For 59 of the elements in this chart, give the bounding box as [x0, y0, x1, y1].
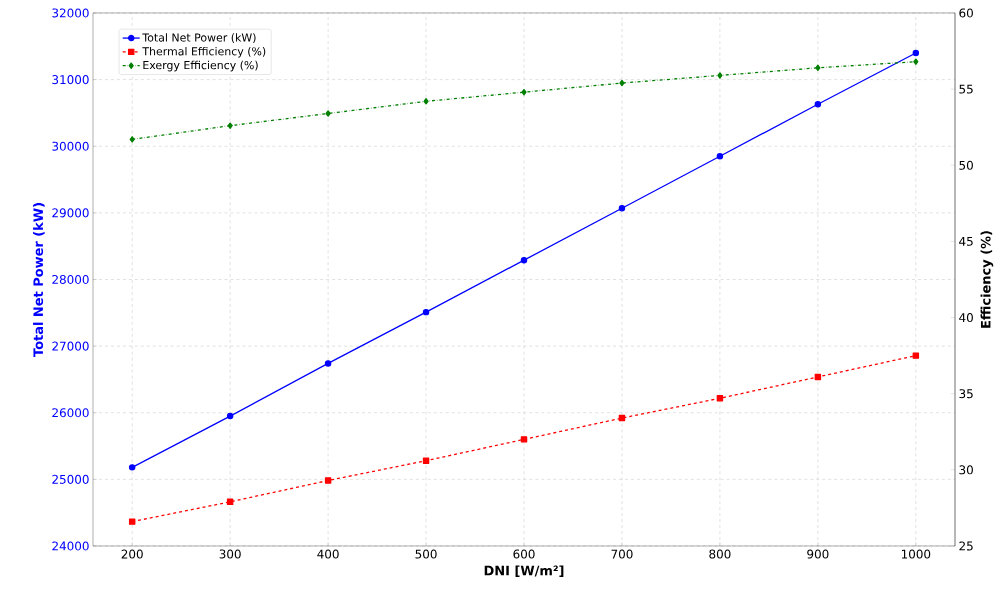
y-tick-label: 27000: [52, 341, 89, 351]
x-tick-label: 200: [121, 549, 143, 559]
x-tick-label: 500: [415, 549, 437, 559]
y2-tick-label: 30: [959, 465, 973, 475]
point: [912, 352, 920, 359]
y-tick-label: 25000: [52, 474, 89, 484]
y-tick-label: 30000: [52, 141, 89, 151]
point: [716, 152, 724, 160]
y-tick-label: 29000: [52, 208, 89, 218]
y2-tick-label: 60: [959, 8, 973, 18]
y-tick-label: 24000: [52, 541, 89, 551]
point: [226, 498, 234, 506]
x-tick-label: 400: [317, 549, 339, 559]
point: [618, 414, 626, 422]
y2-tick-label: 25: [959, 541, 973, 551]
point: [913, 58, 919, 65]
point: [716, 395, 724, 402]
y2-axis-title: Efficiency (%): [980, 231, 994, 328]
point: [128, 464, 136, 471]
point: [129, 136, 135, 143]
y-tick-label: 32000: [52, 8, 89, 18]
point: [422, 457, 430, 464]
point: [325, 110, 331, 117]
x-tick-label: 1000: [901, 549, 931, 559]
x-tick-label: 600: [513, 549, 535, 559]
y-tick-label: 28000: [52, 274, 89, 285]
y2-tick-label: 35: [959, 389, 973, 399]
point: [815, 64, 821, 72]
point: [912, 49, 920, 57]
legend-label: Thermal Efficiency (%): [142, 46, 266, 58]
y2-tick-label: 55: [959, 84, 973, 94]
x-axis-title: DNI [W/m²]: [484, 565, 564, 577]
point: [717, 72, 723, 79]
x-tick-label: 800: [709, 549, 731, 559]
point: [520, 256, 528, 264]
point: [324, 477, 332, 484]
x-tick-label: 700: [611, 549, 633, 559]
y-tick-label: 31000: [52, 75, 89, 85]
y-axis-title: Total Net Power (kW): [33, 203, 45, 357]
point: [814, 373, 822, 381]
point: [227, 122, 233, 129]
y2-tick-label: 50: [959, 160, 973, 170]
legend-label: Total Net Power (kW): [142, 33, 256, 43]
point: [619, 79, 625, 87]
point: [226, 412, 234, 420]
point: [618, 204, 626, 212]
point: [520, 436, 528, 443]
y2-tick-label: 40: [959, 313, 973, 323]
y-tick-label: 26000: [52, 408, 89, 418]
point: [128, 518, 136, 525]
legend-label: Exergy Efficiency (%): [143, 60, 258, 72]
point: [324, 360, 332, 367]
x-tick-label: 300: [219, 549, 241, 559]
point: [422, 308, 430, 316]
point: [814, 101, 822, 108]
x-tick-label: 900: [807, 549, 829, 559]
point: [423, 98, 429, 105]
y2-tick-label: 45: [959, 236, 973, 246]
point: [521, 88, 527, 96]
